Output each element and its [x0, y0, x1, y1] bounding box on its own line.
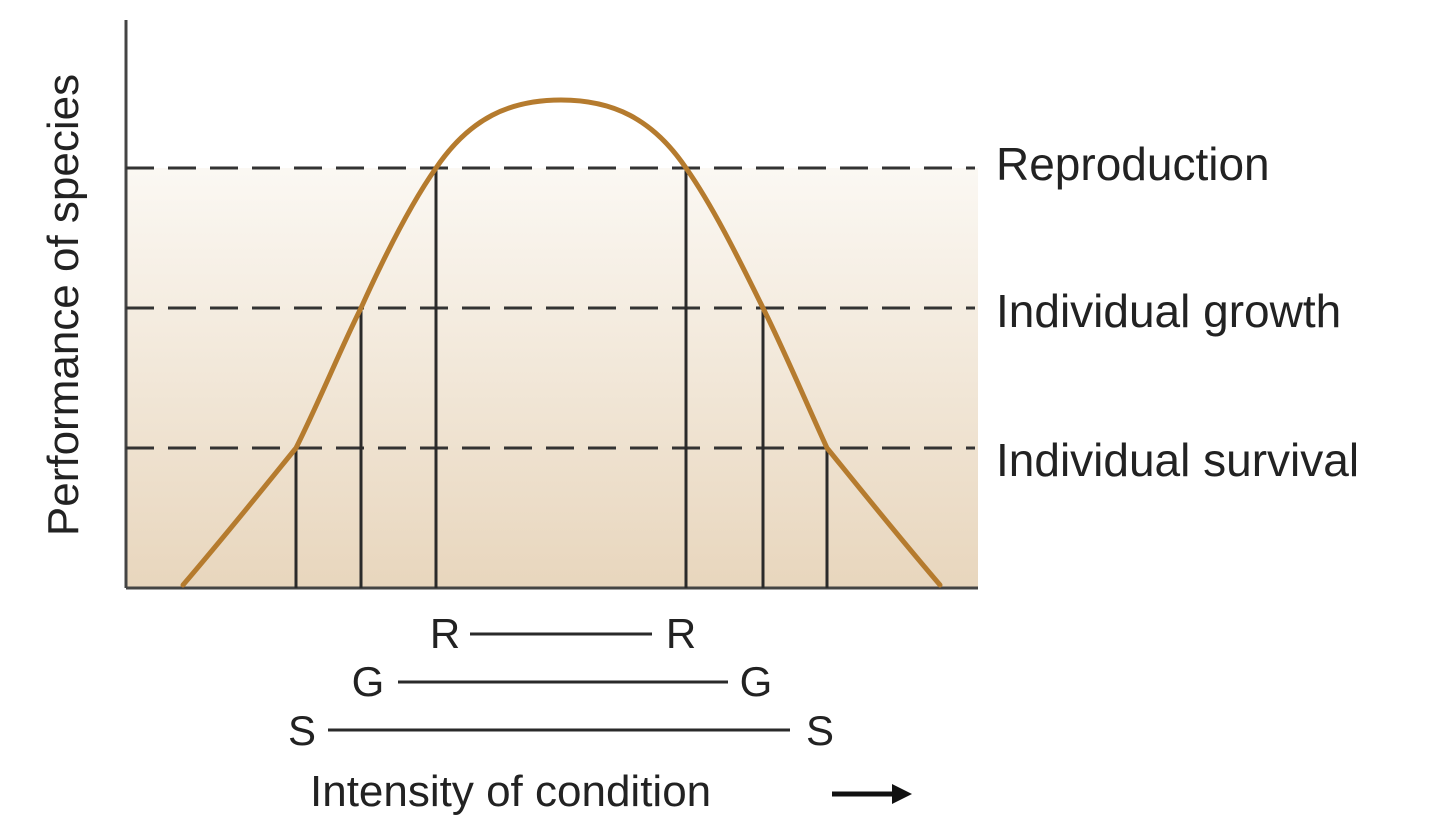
- growth-level-label: Individual growth: [996, 285, 1341, 337]
- survival-range-right-letter: S: [806, 707, 834, 754]
- growth-range-right-letter: G: [740, 658, 773, 705]
- reproduction-range-left-letter: R: [430, 610, 460, 657]
- reproduction-level-label: Reproduction: [996, 138, 1270, 190]
- growth-range-left-letter: G: [352, 658, 385, 705]
- plot-shading: [126, 168, 978, 588]
- x-axis-title: Intensity of condition: [310, 767, 711, 816]
- arrow-right-icon: [832, 784, 912, 804]
- survival-range-left-letter: S: [288, 707, 316, 754]
- performance-curve: [180, 97, 943, 588]
- reproduction-range-right-letter: R: [666, 610, 696, 657]
- survival-level-label: Individual survival: [996, 434, 1359, 486]
- y-axis-title: Performance of species: [39, 74, 88, 536]
